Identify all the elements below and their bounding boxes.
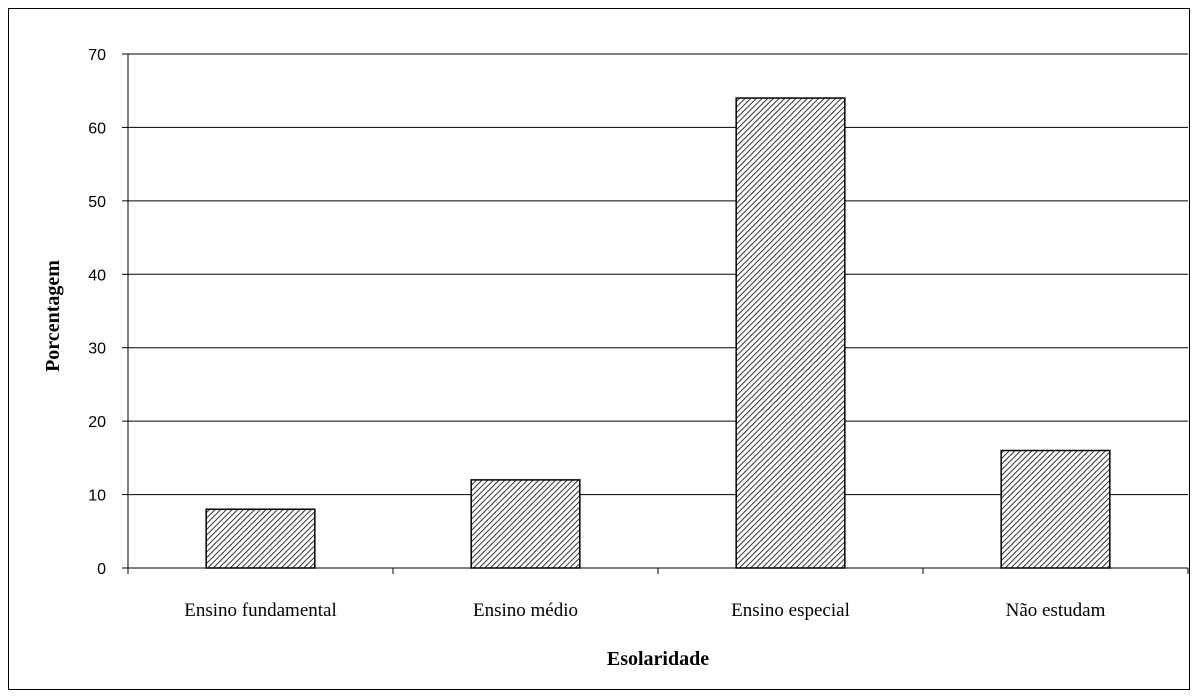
y-tick-label: 60 (88, 120, 106, 137)
y-tick-label: 0 (97, 561, 106, 578)
y-tick-label: 20 (88, 414, 106, 431)
y-tick-label: 50 (88, 194, 106, 211)
chart-frame (8, 8, 1190, 690)
y-tick-label: 40 (88, 267, 106, 284)
x-category-label: Ensino fundamental (184, 600, 337, 621)
axes (122, 53, 1189, 574)
x-axis-title: Esolaridade (607, 648, 709, 670)
bar (470, 479, 581, 569)
y-tick-label: 10 (88, 488, 106, 505)
x-category-label: Ensino médio (473, 600, 578, 621)
tick-labels: 0 10 20 30 40 50 60 70 Ensino fundamental Ensino … (88, 47, 1105, 621)
y-tick-label: 70 (88, 47, 106, 64)
bar (1000, 449, 1111, 569)
x-category-label: Não estudam (1006, 600, 1106, 621)
y-axis-title: Porcentagem (42, 260, 64, 372)
x-category-label: Ensino especial (731, 600, 850, 621)
gridlines (128, 53, 1188, 496)
bars (205, 97, 1111, 569)
bar (735, 97, 846, 569)
y-tick-label: 30 (88, 341, 106, 358)
bar (205, 508, 316, 569)
